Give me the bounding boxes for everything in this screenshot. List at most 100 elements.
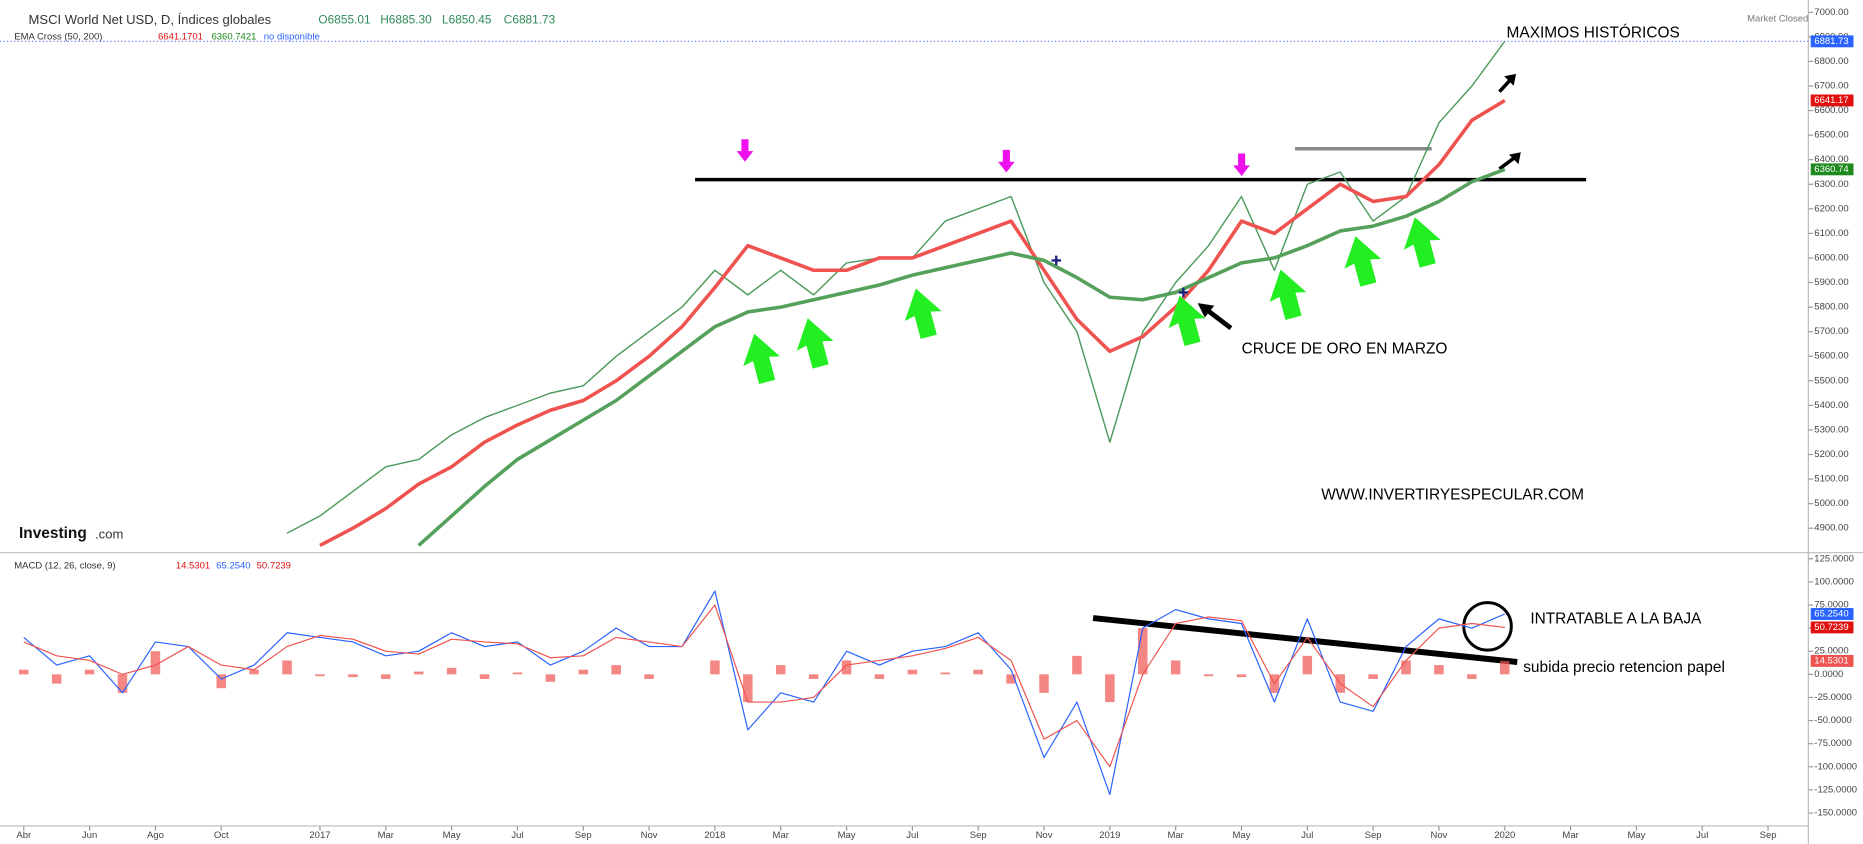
histogram-bar [216,674,226,689]
x-tick-label: 2019 [1099,830,1120,841]
brand: Investing [19,525,87,542]
green-arrow [1344,236,1382,287]
x-tick-label: Jul [1301,830,1313,841]
histogram-bar [611,665,621,675]
y-tick-label: 5300.00 [1814,424,1848,435]
histogram-bar [940,672,951,675]
price-badge-label: 6881.73 [1814,36,1848,47]
y-tick-label: 5000.00 [1814,498,1848,509]
y-tick-label: 6700.00 [1814,81,1848,92]
histogram-bar [1500,660,1510,675]
histogram-bar [282,660,292,675]
histogram-bar [644,674,654,679]
x-tick-label: Sep [575,830,592,841]
x-tick-label: Jul [906,830,918,841]
indicator-value: 6641.1701 [158,32,203,43]
annotation: subida precio retencion papel [1523,659,1725,676]
histogram-bar [1072,655,1082,675]
x-tick-label: Jun [82,830,97,841]
histogram-bar [1236,674,1247,678]
price-badge [1810,621,1854,634]
brand-suffix: .com [95,526,123,541]
histogram-bar [1039,674,1049,693]
histogram-bar [117,674,128,693]
price-badge [1810,163,1854,176]
x-tick-label: Sep [1365,830,1382,841]
y-tick-label: -125.0000 [1814,784,1857,795]
histogram-bar [874,674,885,679]
ohlc-value: O6855.01 [318,13,371,27]
y-tick-label: 5900.00 [1814,277,1848,288]
x-tick-label: Mar [773,830,789,841]
y-tick-label: 6500.00 [1814,130,1848,141]
histogram-bar [446,667,457,675]
y-tick-label: 6300.00 [1814,179,1848,190]
magenta-arrow [1233,153,1250,177]
y-tick-label: 25.0000 [1814,646,1848,657]
price-badge-label: 65.2540 [1814,609,1848,620]
y-tick-label: 0.0000 [1814,669,1843,680]
histogram-bar [907,669,918,675]
y-tick-label: -100.0000 [1814,761,1857,772]
green-arrow [796,318,834,369]
y-tick-label: 5800.00 [1814,302,1848,313]
macd-legend-value: 14.5301 [176,560,210,571]
macd-legend-value: 50.7239 [257,560,291,571]
ohlc-value: C6881.73 [504,13,556,27]
histogram-bar [249,669,259,675]
market-status: Market Closed [1747,14,1808,25]
series-line [417,167,1506,547]
histogram-bar [150,651,161,675]
ohlc-value: H6885.30 [380,13,432,27]
y-tick-label: 75.0000 [1814,600,1848,611]
y-tick-label: 125.0000 [1814,553,1854,564]
x-tick-label: Sep [970,830,987,841]
histogram-bar [1302,655,1313,675]
x-tick-label: Nov [1431,830,1448,841]
y-tick-label: 6200.00 [1814,203,1848,214]
price-badge [1810,35,1854,48]
price-badge-label: 6641.17 [1814,95,1848,106]
indicator-value: 6360.7421 [211,32,256,43]
histogram-bar [1401,660,1411,675]
annotation: CRUCE DE ORO EN MARZO [1242,341,1448,358]
histogram-bar [743,674,753,703]
annotation: MAXIMOS HISTÓRICOS [1507,25,1680,42]
series-line [23,604,1505,768]
x-tick-label: Nov [1036,830,1053,841]
histogram-bar [51,674,62,684]
macd-legend-value: 65.2540 [216,560,250,571]
signal-arrows [736,139,1441,385]
histogram-bar [1006,674,1016,684]
price-badge [1810,608,1854,620]
y-tick-label: 7000.00 [1814,7,1848,18]
histogram-bar [19,669,29,675]
histogram-bar [710,660,720,675]
y-tick-label: 6000.00 [1814,252,1848,263]
symbol-title: MSCI World Net USD, D, Índices globales [29,12,272,27]
x-tick-label: Sep [1760,830,1777,841]
histogram-bar [1434,665,1444,675]
x-tick-label: May [1233,830,1251,841]
histogram-bar [973,669,983,675]
green-arrow [743,333,781,385]
histogram-bar [578,669,589,675]
x-tick-label: May [443,830,461,841]
series-line [23,590,1506,796]
cross-marker [1178,287,1189,298]
histogram-bar [1170,660,1181,675]
magenta-arrow [736,139,754,162]
cross-marker [1051,255,1062,266]
histogram-bar [381,674,391,679]
histogram-bar [1368,674,1378,679]
green-arrow [904,288,942,339]
y-tick-label: 4900.00 [1814,523,1848,534]
green-arrow [1403,217,1441,268]
y-tick-label: -25.0000 [1814,692,1852,703]
histogram-bar [512,672,523,675]
x-tick-label: 2017 [309,830,330,841]
price-badge [1810,654,1854,667]
x-tick-label: Nov [641,830,658,841]
